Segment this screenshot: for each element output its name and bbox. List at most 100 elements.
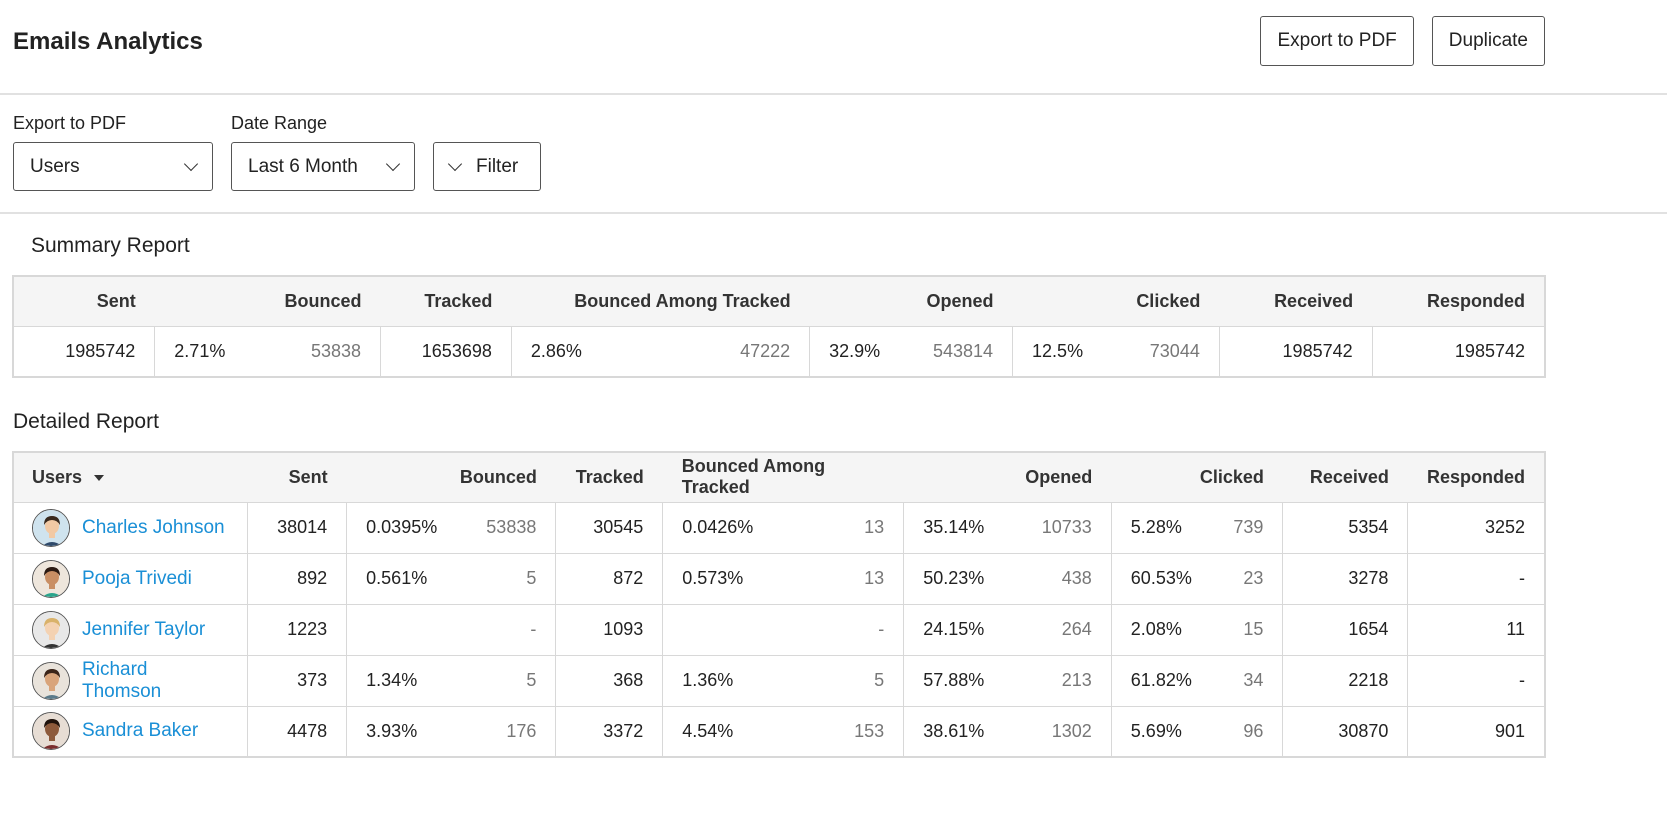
bounced-pct [346,603,457,655]
col-sent: Sent [247,452,347,502]
clicked-count: 96 [1211,705,1283,757]
col-clicked: Clicked [1012,276,1220,326]
clicked-pct: 12.5% [1012,325,1114,377]
opened-pct: 35.14% [903,501,1004,553]
user-name-link[interactable]: Charles Johnson [82,516,225,538]
col-bounced-among-tracked: Bounced Among Tracked [662,452,904,502]
filter-button[interactable]: Filter [433,142,541,191]
tracked-value: 872 [555,552,663,604]
export-pdf-button[interactable]: Export to PDF [1260,15,1414,66]
clicked-pct: 5.69% [1110,705,1212,757]
bat-count: 5 [772,654,904,706]
chevron-down-icon [183,156,199,171]
col-received: Received [1282,452,1408,502]
detailed-title: Detailed Report [13,410,159,433]
sent-value: 373 [247,654,347,706]
sent-value: 1985742 [13,325,155,377]
bat-pct: 0.573% [662,552,773,604]
user-name-link[interactable]: Pooja Trivedi [82,567,192,589]
responded-value: - [1407,654,1545,706]
tracked-value: 368 [555,654,663,706]
table-row: Jennifer Taylor 1223-1093-24.15% 264 2.08% 1… [13,603,1545,655]
sent-value: 1223 [247,603,347,655]
col-received: Received [1219,276,1373,326]
bat-count: 13 [772,552,904,604]
user-cell: Richard Thomson [13,654,248,706]
chevron-down-icon [385,156,401,171]
opened-count: 213 [1003,654,1112,706]
user-cell: Sandra Baker [13,705,248,757]
table-row: Sandra Baker 4478 3.93% 176 3372 4.54% 153 38.6… [13,705,1545,757]
group-by-value: Users [30,155,80,177]
user-name-link[interactable]: Jennifer Taylor [82,618,206,640]
sent-value: 38014 [247,501,347,553]
caret-down-icon[interactable] [94,475,105,481]
summary-table: Sent Bounced Tracked Bounced Among Track… [12,275,1546,378]
received-value: 2218 [1282,654,1408,706]
col-sent: Sent [13,276,155,326]
sent-value: 892 [247,552,347,604]
clicked-pct: 60.53% [1110,552,1212,604]
col-bounced: Bounced [154,276,381,326]
tracked-value: 1093 [555,603,663,655]
user-cell: Charles Johnson [13,501,248,553]
user-avatar [32,559,70,598]
table-row: Charles Johnson 38014 0.0395% 53838 30545 0.0… [13,501,1545,553]
col-responded: Responded [1407,452,1545,502]
user-name-link[interactable]: Richard Thomson [82,658,162,702]
user-avatar [32,508,70,547]
col-responded: Responded [1372,276,1545,326]
date-range-label: Date Range [231,113,328,133]
chevron-down-icon [447,156,463,171]
bounced-count: - [456,603,556,655]
received-value: 1985742 [1218,325,1373,377]
group-by-select[interactable]: Users [13,142,213,191]
bat-count: 13 [772,501,904,553]
clicked-count: 739 [1211,501,1283,553]
bounced-count: 53838 [254,325,381,377]
bat-pct: 0.0426% [662,501,773,553]
opened-pct: 50.23% [903,552,1004,604]
table-row: Richard Thomson 373 1.34% 5 368 1.36% 5 57.88% 2… [13,654,1545,706]
sent-value: 4478 [247,705,347,757]
summary-title: Summary Report [31,234,190,257]
user-avatar [32,712,70,751]
opened-count: 1302 [1003,705,1112,757]
opened-count: 264 [1003,603,1112,655]
summary-row: 1985742 2.71% 53838 1653698 2.86% 47222 … [13,325,1545,377]
col-opened: Opened [903,452,1112,502]
clicked-pct: 61.82% [1110,654,1212,706]
date-range-value: Last 6 Month [248,155,358,177]
received-value: 5354 [1282,501,1408,553]
clicked-pct: 5.28% [1110,501,1212,553]
user-info: Richard Thomson [32,659,228,703]
user-name-link[interactable]: Sandra Baker [82,720,199,742]
responded-value: - [1407,552,1545,604]
header-actions: Export to PDF Duplicate [1260,15,1545,66]
group-by-control: Export to PDF Users [13,113,213,191]
user-info: Pooja Trivedi [32,559,228,598]
clicked-count: 15 [1211,603,1283,655]
col-tracked: Tracked [555,452,663,502]
user-avatar [32,661,70,700]
responded-value: 901 [1407,705,1545,757]
bounced-pct: 0.0395% [346,501,457,553]
opened-pct: 24.15% [903,603,1004,655]
bounced-pct: 0.561% [346,552,457,604]
date-range-select[interactable]: Last 6 Month [231,142,415,191]
filter-bar: Export to PDF Users Date Range Last 6 Mo… [0,95,1667,214]
opened-pct: 38.61% [903,705,1004,757]
user-cell: Jennifer Taylor [13,603,248,655]
clicked-count: 23 [1211,552,1283,604]
bat-count: 153 [772,705,904,757]
group-by-label: Export to PDF [13,113,127,133]
duplicate-button[interactable]: Duplicate [1431,15,1545,66]
col-users[interactable]: Users [13,452,248,502]
bat-count: - [772,603,904,655]
bounced-count: 176 [456,705,556,757]
opened-pct: 57.88% [903,654,1004,706]
received-value: 1654 [1282,603,1408,655]
users-header-label: Users [32,466,83,487]
user-cell: Pooja Trivedi [13,552,248,604]
bat-pct: 2.86% [510,325,612,377]
